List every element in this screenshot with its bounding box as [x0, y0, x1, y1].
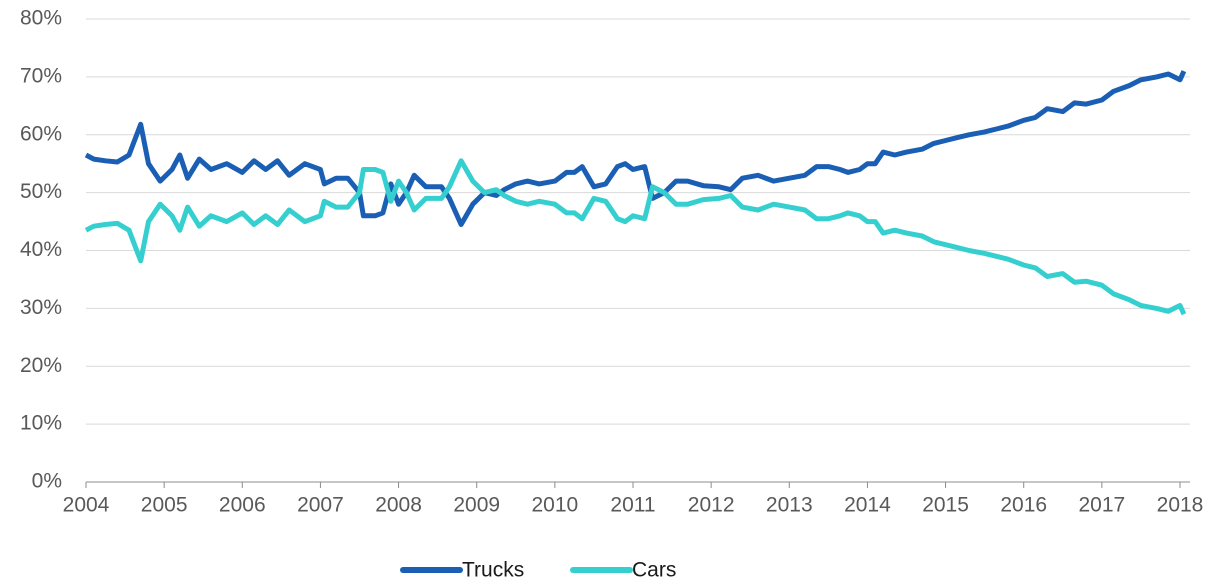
y-tick-label: 10%	[20, 412, 62, 435]
legend-label: Cars	[632, 559, 676, 582]
x-tick-label: 2017	[1078, 494, 1125, 517]
x-tick-label: 2006	[219, 494, 266, 517]
y-tick-label: 30%	[20, 296, 62, 319]
x-tick-label: 2012	[688, 494, 735, 517]
x-tick-label: 2016	[1000, 494, 1047, 517]
y-tick-label: 0%	[32, 470, 62, 493]
legend: Trucks Cars	[400, 559, 676, 582]
x-tick-label: 2009	[453, 494, 500, 517]
x-tick-label: 2015	[922, 494, 969, 517]
y-tick-label: 20%	[20, 354, 62, 377]
y-tick-label: 50%	[20, 180, 62, 203]
y-tick-label: 70%	[20, 64, 62, 87]
x-tick-label: 2011	[610, 494, 655, 517]
y-tick-label: 60%	[20, 122, 62, 145]
line-series	[84, 70, 1187, 227]
x-tick-label: 2010	[531, 494, 578, 517]
x-tick-label: 2018	[1157, 494, 1204, 517]
x-tick-label: 2014	[844, 494, 891, 517]
x-tick-label: 2005	[141, 494, 188, 517]
y-tick-label: 40%	[20, 238, 62, 261]
y-tick-label: 80%	[20, 7, 62, 30]
x-tick-label: 2008	[375, 494, 422, 517]
line-series	[84, 158, 1187, 316]
x-tick-label: 2013	[766, 494, 813, 517]
x-tick-label: 2007	[297, 494, 344, 517]
x-tick-label: 2004	[63, 494, 110, 517]
legend-label: Trucks	[462, 559, 524, 582]
